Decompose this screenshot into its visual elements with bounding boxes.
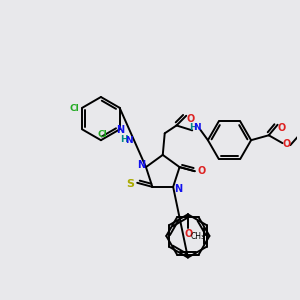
Text: N: N: [116, 125, 125, 135]
Text: N: N: [125, 136, 133, 145]
Text: H: H: [189, 123, 197, 132]
Text: H: H: [120, 135, 128, 144]
Text: Cl: Cl: [97, 130, 107, 139]
Text: O: O: [197, 166, 206, 176]
Text: CH₃: CH₃: [190, 232, 205, 242]
Text: O: O: [278, 123, 286, 133]
Text: Cl: Cl: [70, 104, 79, 113]
Text: N: N: [137, 160, 145, 170]
Text: O: O: [185, 229, 193, 239]
Text: S: S: [126, 179, 134, 189]
Text: N: N: [174, 184, 182, 194]
Text: O: O: [282, 139, 291, 149]
Text: O: O: [187, 114, 195, 124]
Text: N: N: [193, 123, 201, 132]
